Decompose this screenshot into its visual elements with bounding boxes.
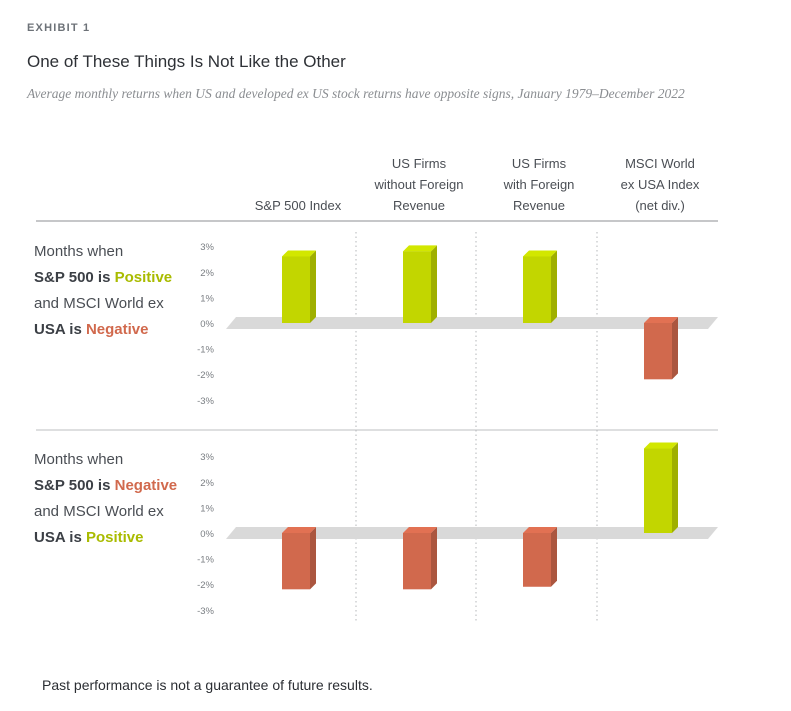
- bar-front: [403, 251, 431, 323]
- row-label-segment: USA is: [34, 321, 86, 338]
- y-tick-label: -3%: [197, 396, 214, 407]
- panel-1: Months when S&P 500 is Positive and MSCI W…: [34, 242, 718, 407]
- column-header-4: MSCI World: [625, 156, 695, 171]
- row-label-line: and MSCI World ex: [34, 503, 164, 520]
- column-header-2: Revenue: [393, 198, 445, 213]
- bar-2-2: [403, 527, 437, 590]
- row-label-segment: S&P 500 is: [34, 269, 115, 286]
- zero-baseline: [226, 527, 718, 539]
- column-header-1: S&P 500 Index: [255, 198, 342, 213]
- y-tick-label: -2%: [197, 370, 214, 381]
- bar-top: [523, 250, 557, 257]
- y-tick-label: -3%: [197, 606, 214, 617]
- bar-1-2: [403, 245, 437, 323]
- bar-front: [403, 533, 431, 590]
- row-label-segment: Negative: [115, 477, 178, 494]
- bar-front: [644, 323, 672, 380]
- column-header-3: US Firms: [512, 156, 567, 171]
- bar-side: [672, 442, 678, 533]
- row-label-segment: USA is: [34, 529, 86, 546]
- row-label-segment: and MSCI World ex: [34, 295, 164, 312]
- y-tick-label: 3%: [200, 242, 214, 253]
- y-tick-label: 1%: [200, 293, 214, 304]
- column-header-2: without Foreign: [374, 177, 464, 192]
- y-tick-label: 3%: [200, 452, 214, 463]
- chart-title: One of These Things Is Not Like the Othe…: [27, 52, 346, 71]
- bar-top: [282, 527, 316, 533]
- bar-front: [523, 533, 551, 587]
- bar-side: [431, 527, 437, 590]
- bar-1-3: [523, 250, 557, 323]
- bar-front: [644, 448, 672, 533]
- footer-disclaimer: Past performance is not a guarantee of f…: [42, 677, 373, 693]
- bar-2-1: [282, 527, 316, 590]
- bar-top: [644, 317, 678, 323]
- bar-top: [403, 527, 437, 533]
- row-label-segment: Negative: [86, 321, 149, 338]
- row-label-line: S&P 500 is Negative: [34, 477, 177, 494]
- y-tick-label: -1%: [197, 345, 214, 356]
- bar-front: [282, 256, 310, 323]
- column-header-4: (net div.): [635, 198, 685, 213]
- bar-side: [310, 250, 316, 323]
- row-label-segment: Months when: [34, 451, 123, 468]
- bar-2-4: [644, 442, 678, 533]
- bar-1-4: [644, 317, 678, 380]
- y-tick-label: 2%: [200, 478, 214, 489]
- bar-top: [644, 442, 678, 449]
- zero-baseline: [226, 317, 718, 329]
- y-tick-label: 0%: [200, 529, 214, 540]
- row-label-segment: and MSCI World ex: [34, 503, 164, 520]
- column-header-4: ex USA Index: [621, 177, 700, 192]
- bar-top: [282, 250, 316, 257]
- y-tick-label: -2%: [197, 580, 214, 591]
- bar-1-1: [282, 250, 316, 323]
- y-tick-label: -1%: [197, 555, 214, 566]
- bar-front: [282, 533, 310, 590]
- panel-2: Months when S&P 500 is Negative and MSCI W…: [34, 442, 718, 617]
- bar-side: [551, 250, 557, 323]
- row-label-line: USA is Negative: [34, 321, 149, 338]
- y-tick-label: 0%: [200, 319, 214, 330]
- row-label-line: Months when: [34, 451, 123, 468]
- column-header-3: Revenue: [513, 198, 565, 213]
- bar-side: [551, 527, 557, 587]
- bar-2-3: [523, 527, 557, 587]
- row-label-segment: Positive: [115, 269, 173, 286]
- y-tick-label: 1%: [200, 503, 214, 514]
- exhibit-label: EXHIBIT 1: [27, 22, 91, 34]
- bar-side: [672, 317, 678, 380]
- y-tick-label: 2%: [200, 268, 214, 279]
- row-label-segment: Months when: [34, 243, 123, 260]
- row-label-segment: S&P 500 is: [34, 477, 115, 494]
- bar-side: [431, 245, 437, 323]
- bar-front: [523, 256, 551, 323]
- column-header-2: US Firms: [392, 156, 447, 171]
- bar-top: [403, 245, 437, 252]
- row-label-line: Months when: [34, 243, 123, 260]
- row-label-line: and MSCI World ex: [34, 295, 164, 312]
- row-label-line: USA is Positive: [34, 529, 144, 546]
- column-header-3: with Foreign: [503, 177, 575, 192]
- bar-side: [310, 527, 316, 590]
- chart-subtitle: Average monthly returns when US and deve…: [27, 86, 685, 101]
- row-label-segment: Positive: [86, 529, 144, 546]
- bar-top: [523, 527, 557, 533]
- row-label-line: S&P 500 is Positive: [34, 269, 172, 286]
